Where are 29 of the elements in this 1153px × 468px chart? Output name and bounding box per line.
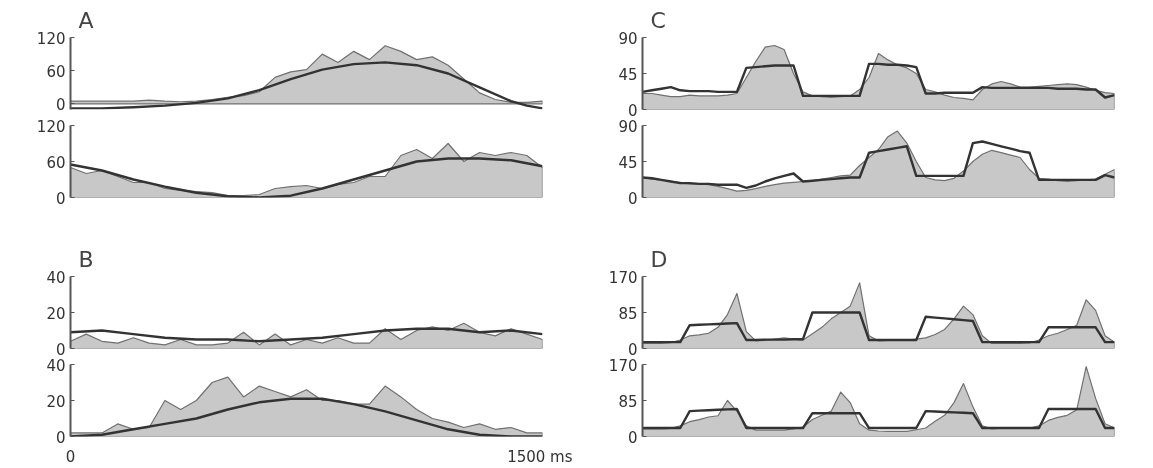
y-tick-label: 0 xyxy=(627,101,638,120)
y-tick-label: 85 xyxy=(618,304,638,323)
y-tick-label: 20 xyxy=(46,304,66,323)
y-tick-label: 0 xyxy=(627,340,638,359)
y-tick-label: 120 xyxy=(36,29,66,48)
y-tick-label: 40 xyxy=(46,356,66,375)
y-tick-label: 45 xyxy=(618,153,638,172)
y-tick-label: 60 xyxy=(46,153,66,172)
y-tick-label: 45 xyxy=(618,65,638,84)
y-tick-label: 0 xyxy=(627,428,638,447)
y-tick-label: 60 xyxy=(46,62,66,81)
y-tick-label: 120 xyxy=(36,117,66,136)
y-tick-label: 85 xyxy=(618,392,638,411)
y-tick-label: 0 xyxy=(55,428,66,447)
y-tick-label: 90 xyxy=(618,117,638,136)
y-tick-label: 0 xyxy=(55,340,66,359)
y-tick-label: 0 xyxy=(627,189,638,208)
y-tick-label: 20 xyxy=(46,392,66,411)
x-tick-label: 1500 ms xyxy=(507,447,573,466)
chart-title: C xyxy=(650,7,666,33)
y-tick-label: 0 xyxy=(55,95,66,114)
y-tick-label: 40 xyxy=(46,268,66,287)
chart-title: A xyxy=(78,7,94,33)
y-tick-label: 0 xyxy=(55,189,66,208)
y-tick-label: 170 xyxy=(608,356,638,375)
chart-title: D xyxy=(650,246,668,272)
y-tick-label: 90 xyxy=(618,29,638,48)
y-tick-label: 170 xyxy=(608,268,638,287)
chart-title: B xyxy=(78,246,94,272)
